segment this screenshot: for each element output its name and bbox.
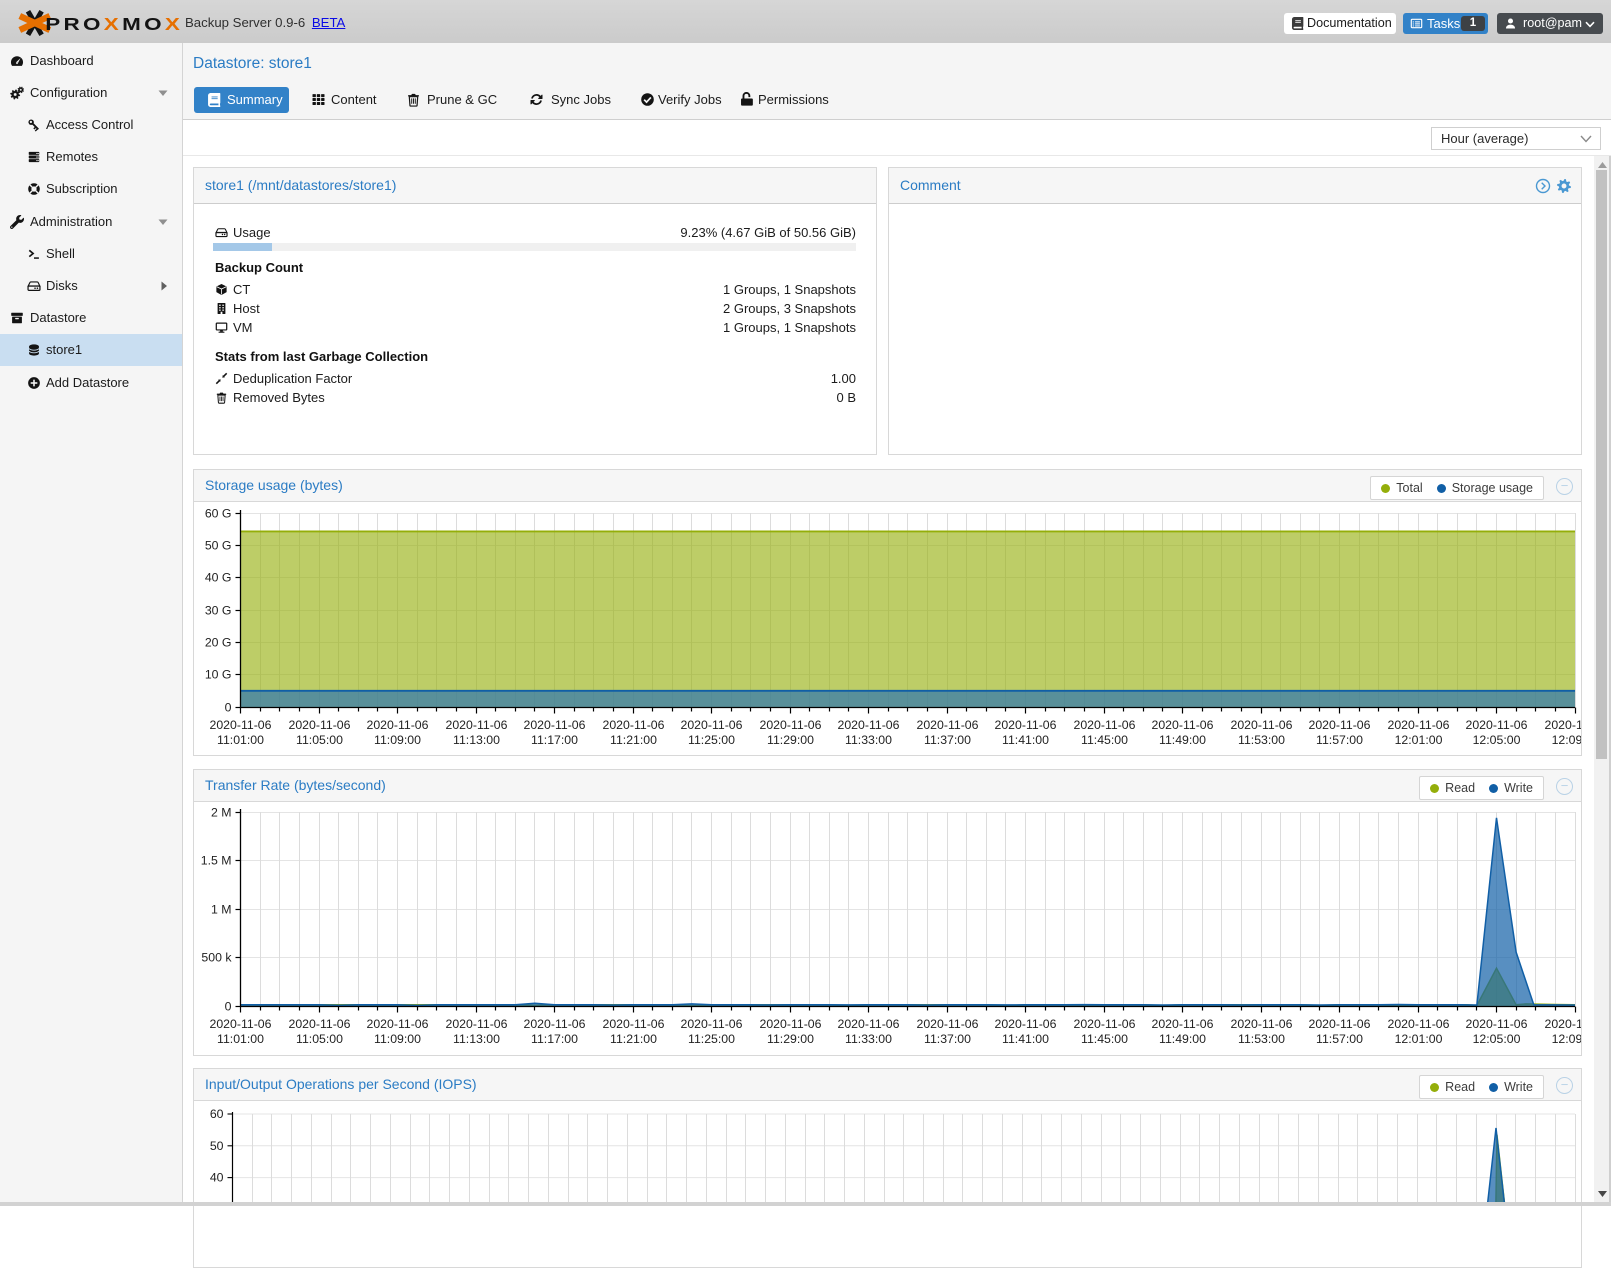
svg-text:11:21:00: 11:21:00: [610, 733, 657, 747]
svg-text:2020-11-06: 2020-11-06: [1074, 718, 1136, 732]
svg-text:11:13:00: 11:13:00: [453, 1032, 500, 1046]
svg-text:60 G: 60 G: [205, 507, 232, 521]
svg-text:11:45:00: 11:45:00: [1081, 1032, 1128, 1046]
svg-text:2020-11-06: 2020-11-06: [1152, 718, 1214, 732]
svg-text:12:05:00: 12:05:00: [1473, 1032, 1521, 1046]
svg-text:11:41:00: 11:41:00: [1002, 733, 1049, 747]
svg-text:PROXMOX: PROXMOX: [45, 15, 183, 34]
svg-text:2020-11-06: 2020-11-06: [446, 1017, 508, 1031]
svg-text:2020-11-06: 2020-11-06: [838, 1017, 900, 1031]
svg-text:2020-11-06: 2020-11-06: [1466, 718, 1528, 732]
svg-text:11:01:00: 11:01:00: [217, 1032, 264, 1046]
svg-text:50: 50: [210, 1139, 224, 1153]
svg-text:60: 60: [210, 1107, 224, 1121]
svg-text:2020-11-06: 2020-11-06: [760, 1017, 822, 1031]
svg-text:2020-11-06: 2020-11-06: [681, 718, 743, 732]
svg-text:11:21:00: 11:21:00: [610, 1032, 657, 1046]
svg-text:12:05:00: 12:05:00: [1473, 733, 1521, 747]
svg-text:11:17:00: 11:17:00: [531, 733, 578, 747]
svg-text:11:41:00: 11:41:00: [1002, 1032, 1049, 1046]
svg-text:2020-11-06: 2020-11-06: [1309, 1017, 1371, 1031]
svg-text:11:57:00: 11:57:00: [1316, 733, 1363, 747]
svg-text:2020-11-06: 2020-11-06: [1545, 718, 1582, 732]
svg-text:11:33:00: 11:33:00: [845, 1032, 892, 1046]
svg-text:50 G: 50 G: [205, 539, 232, 553]
svg-text:11:53:00: 11:53:00: [1238, 1032, 1285, 1046]
svg-text:0: 0: [225, 1000, 232, 1014]
svg-text:11:57:00: 11:57:00: [1316, 1032, 1363, 1046]
svg-text:2020-11-06: 2020-11-06: [1231, 718, 1293, 732]
svg-text:0: 0: [225, 701, 232, 715]
svg-text:11:45:00: 11:45:00: [1081, 733, 1128, 747]
svg-text:2020-11-06: 2020-11-06: [1466, 1017, 1528, 1031]
svg-text:12:01:00: 12:01:00: [1395, 1032, 1443, 1046]
svg-text:2020-11-06: 2020-11-06: [367, 1017, 429, 1031]
svg-text:2020-11-06: 2020-11-06: [1309, 718, 1371, 732]
svg-text:10 G: 10 G: [205, 668, 232, 682]
svg-text:11:29:00: 11:29:00: [767, 1032, 814, 1046]
svg-text:11:09:00: 11:09:00: [374, 733, 421, 747]
svg-text:12:09:00: 12:09:00: [1552, 733, 1581, 747]
svg-text:11:01:00: 11:01:00: [217, 733, 264, 747]
svg-text:2020-11-06: 2020-11-06: [524, 718, 586, 732]
svg-text:12:01:00: 12:01:00: [1395, 733, 1443, 747]
svg-text:2020-11-06: 2020-11-06: [1074, 1017, 1136, 1031]
svg-text:11:09:00: 11:09:00: [374, 1032, 421, 1046]
svg-text:11:17:00: 11:17:00: [531, 1032, 578, 1046]
svg-text:2020-11-06: 2020-11-06: [603, 718, 665, 732]
svg-text:11:29:00: 11:29:00: [767, 733, 814, 747]
svg-text:2020-11-06: 2020-11-06: [995, 1017, 1057, 1031]
svg-text:11:05:00: 11:05:00: [296, 1032, 343, 1046]
svg-text:2020-11-06: 2020-11-06: [681, 1017, 743, 1031]
svg-text:2020-11-06: 2020-11-06: [1545, 1017, 1582, 1031]
svg-text:2020-11-06: 2020-11-06: [1231, 1017, 1293, 1031]
svg-text:11:33:00: 11:33:00: [845, 733, 892, 747]
svg-text:1 M: 1 M: [211, 903, 232, 917]
svg-text:2020-11-06: 2020-11-06: [210, 718, 272, 732]
svg-text:2020-11-06: 2020-11-06: [1388, 718, 1450, 732]
svg-text:2020-11-06: 2020-11-06: [524, 1017, 586, 1031]
svg-text:2020-11-06: 2020-11-06: [838, 718, 900, 732]
svg-text:2020-11-06: 2020-11-06: [367, 718, 429, 732]
svg-text:2020-11-06: 2020-11-06: [917, 1017, 979, 1031]
svg-text:2 M: 2 M: [211, 806, 232, 820]
svg-text:1.5 M: 1.5 M: [201, 854, 232, 868]
svg-text:2020-11-06: 2020-11-06: [603, 1017, 665, 1031]
svg-text:40: 40: [210, 1171, 224, 1185]
svg-text:11:53:00: 11:53:00: [1238, 733, 1285, 747]
svg-text:20 G: 20 G: [205, 636, 232, 650]
svg-text:2020-11-06: 2020-11-06: [210, 1017, 272, 1031]
svg-text:2020-11-06: 2020-11-06: [446, 718, 508, 732]
svg-text:2020-11-06: 2020-11-06: [1388, 1017, 1450, 1031]
svg-text:11:25:00: 11:25:00: [688, 1032, 735, 1046]
svg-text:11:49:00: 11:49:00: [1159, 1032, 1206, 1046]
svg-text:30 G: 30 G: [205, 604, 232, 618]
svg-text:40 G: 40 G: [205, 571, 232, 585]
svg-text:11:25:00: 11:25:00: [688, 733, 735, 747]
svg-text:500 k: 500 k: [201, 951, 232, 965]
svg-text:2020-11-06: 2020-11-06: [289, 1017, 351, 1031]
svg-text:2020-11-06: 2020-11-06: [760, 718, 822, 732]
svg-text:11:13:00: 11:13:00: [453, 733, 500, 747]
svg-text:2020-11-06: 2020-11-06: [917, 718, 979, 732]
svg-text:2020-11-06: 2020-11-06: [289, 718, 351, 732]
svg-text:12:09:00: 12:09:00: [1552, 1032, 1581, 1046]
svg-text:11:37:00: 11:37:00: [924, 1032, 971, 1046]
svg-text:2020-11-06: 2020-11-06: [1152, 1017, 1214, 1031]
svg-text:11:49:00: 11:49:00: [1159, 733, 1206, 747]
svg-text:2020-11-06: 2020-11-06: [995, 718, 1057, 732]
svg-text:11:37:00: 11:37:00: [924, 733, 971, 747]
svg-text:11:05:00: 11:05:00: [296, 733, 343, 747]
